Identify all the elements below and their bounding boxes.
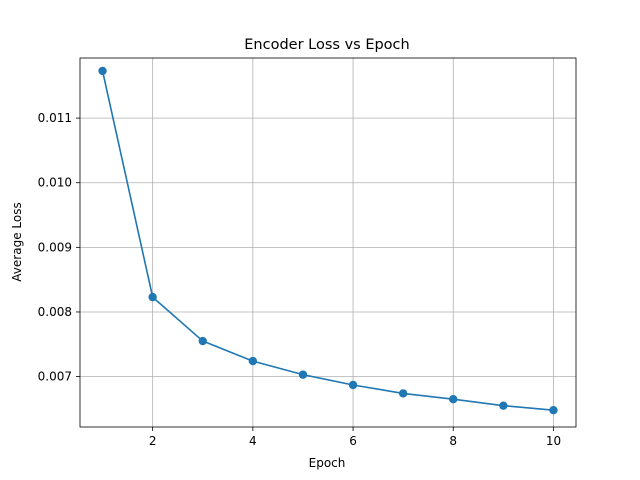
y-tick-label: 0.009: [38, 240, 72, 254]
data-point: [198, 336, 207, 346]
x-axis-label: Epoch: [309, 456, 346, 470]
y-tick-label: 0.010: [38, 176, 72, 190]
data-point: [549, 405, 558, 415]
x-tick-label: 8: [449, 434, 457, 448]
y-tick-label: 0.011: [38, 111, 72, 125]
ticks: 2 4 6 8 10 0.007 0.008 0.009 0.010 0.011: [38, 111, 561, 448]
data-point: [499, 401, 508, 410]
x-tick-label: 2: [149, 434, 157, 448]
x-tick-label: 6: [349, 434, 357, 448]
y-tick-label: 0.008: [38, 305, 72, 319]
series-line: [101, 70, 554, 411]
data-point: [298, 370, 308, 379]
data-point: [449, 395, 458, 404]
data-point: [348, 380, 358, 390]
data-point: [148, 292, 157, 302]
plot-frame: [79, 57, 577, 428]
chart-title: Encoder Loss vs Epoch: [244, 37, 409, 53]
series-layer: [98, 66, 558, 415]
data-point: [98, 66, 107, 76]
x-tick-label: 10: [546, 434, 561, 448]
y-tick-label: 0.007: [38, 370, 72, 384]
data-point: [248, 356, 258, 366]
x-tick-label: 4: [249, 434, 257, 448]
data-point: [398, 389, 408, 398]
y-axis-label: Average Loss: [10, 202, 24, 281]
grid: [80, 58, 576, 427]
